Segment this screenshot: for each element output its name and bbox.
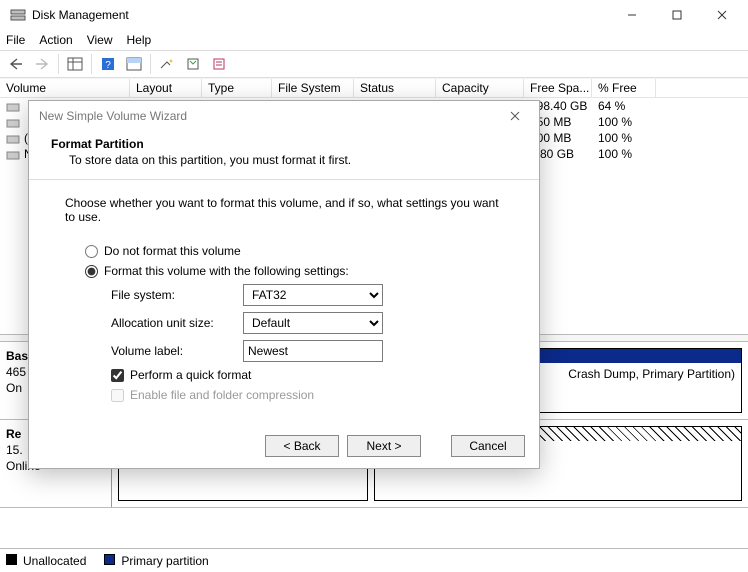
help-icon[interactable]: ? bbox=[96, 53, 120, 75]
menu-bar: File Action View Help bbox=[0, 30, 748, 50]
window-title: Disk Management bbox=[32, 8, 609, 22]
toolbar-panes-icon[interactable] bbox=[122, 53, 146, 75]
cell-pct: 100 % bbox=[592, 131, 656, 145]
next-button[interactable]: Next > bbox=[347, 435, 421, 457]
menu-view[interactable]: View bbox=[87, 33, 113, 47]
swatch-unallocated bbox=[6, 554, 17, 565]
volume-icon bbox=[6, 133, 20, 145]
dialog-footer: < Back Next > Cancel bbox=[29, 424, 539, 468]
dialog-close-button[interactable] bbox=[501, 105, 529, 127]
checkbox-compression-label: Enable file and folder compression bbox=[130, 388, 314, 402]
cell-pct: 64 % bbox=[592, 99, 656, 113]
menu-help[interactable]: Help bbox=[127, 33, 152, 47]
radio-format-label: Format this volume with the following se… bbox=[104, 264, 349, 278]
dialog-subheading: To store data on this partition, you mus… bbox=[51, 153, 517, 167]
dialog-heading: Format Partition bbox=[51, 137, 517, 151]
volume-icon bbox=[6, 117, 20, 129]
volume-icon bbox=[6, 101, 20, 113]
col-status[interactable]: Status bbox=[354, 79, 436, 97]
dialog-header: Format Partition To store data on this p… bbox=[29, 131, 539, 180]
menu-action[interactable]: Action bbox=[39, 33, 72, 47]
col-freespace[interactable]: Free Spa... bbox=[524, 79, 592, 97]
dialog-intro: Choose whether you want to format this v… bbox=[55, 196, 513, 238]
cell-pct: 100 % bbox=[592, 147, 656, 161]
radio-no-format[interactable]: Do not format this volume bbox=[85, 244, 513, 258]
toolbar-action-icon[interactable] bbox=[155, 53, 179, 75]
back-button[interactable]: < Back bbox=[265, 435, 339, 457]
col-capacity[interactable]: Capacity bbox=[436, 79, 524, 97]
legend-unallocated-label: Unallocated bbox=[23, 554, 86, 568]
legend: Unallocated Primary partition bbox=[0, 548, 748, 572]
close-button[interactable] bbox=[699, 1, 744, 29]
label-file-system: File system: bbox=[111, 288, 243, 302]
volume-list-header: Volume Layout Type File System Status Ca… bbox=[0, 78, 748, 98]
forward-icon[interactable] bbox=[30, 53, 54, 75]
dialog-title: New Simple Volume Wizard bbox=[39, 109, 187, 123]
app-icon bbox=[10, 7, 26, 23]
legend-primary-label: Primary partition bbox=[121, 554, 208, 568]
minimize-button[interactable] bbox=[609, 1, 654, 29]
col-type[interactable]: Type bbox=[202, 79, 272, 97]
input-volume-label[interactable] bbox=[243, 340, 383, 362]
select-alloc-size[interactable]: Default bbox=[243, 312, 383, 334]
cancel-button[interactable]: Cancel bbox=[451, 435, 525, 457]
radio-no-format-input[interactable] bbox=[85, 245, 98, 258]
col-volume[interactable]: Volume bbox=[0, 79, 130, 97]
checkbox-quick-format-label: Perform a quick format bbox=[130, 368, 251, 382]
checkbox-quick-format-input[interactable] bbox=[111, 369, 124, 382]
volume-icon bbox=[6, 149, 20, 161]
maximize-button[interactable] bbox=[654, 1, 699, 29]
checkbox-compression: Enable file and folder compression bbox=[111, 388, 513, 402]
wizard-dialog: New Simple Volume Wizard Format Partitio… bbox=[28, 100, 540, 469]
checkbox-compression-input bbox=[111, 389, 124, 402]
col-blank bbox=[656, 79, 748, 97]
radio-no-format-label: Do not format this volume bbox=[104, 244, 241, 258]
radio-format-input[interactable] bbox=[85, 265, 98, 278]
legend-unallocated: Unallocated bbox=[6, 554, 86, 568]
menu-file[interactable]: File bbox=[6, 33, 25, 47]
svg-text:?: ? bbox=[105, 60, 111, 71]
col-layout[interactable]: Layout bbox=[130, 79, 202, 97]
dialog-body: Choose whether you want to format this v… bbox=[29, 180, 539, 424]
radio-format[interactable]: Format this volume with the following se… bbox=[85, 264, 513, 278]
toolbar: ? bbox=[0, 50, 748, 78]
label-volume-label: Volume label: bbox=[111, 344, 243, 358]
title-bar: Disk Management bbox=[0, 0, 748, 30]
dialog-titlebar: New Simple Volume Wizard bbox=[29, 101, 539, 131]
toolbar-list-icon[interactable] bbox=[207, 53, 231, 75]
legend-primary: Primary partition bbox=[104, 554, 208, 568]
properties-icon[interactable] bbox=[181, 53, 205, 75]
toolbar-view-icon[interactable] bbox=[63, 53, 87, 75]
back-icon[interactable] bbox=[4, 53, 28, 75]
checkbox-quick-format[interactable]: Perform a quick format bbox=[111, 368, 513, 382]
select-file-system[interactable]: FAT32 bbox=[243, 284, 383, 306]
cell-pct: 100 % bbox=[592, 115, 656, 129]
col-filesystem[interactable]: File System bbox=[272, 79, 354, 97]
swatch-primary bbox=[104, 554, 115, 565]
label-alloc-size: Allocation unit size: bbox=[111, 316, 243, 330]
col-pctfree[interactable]: % Free bbox=[592, 79, 656, 97]
